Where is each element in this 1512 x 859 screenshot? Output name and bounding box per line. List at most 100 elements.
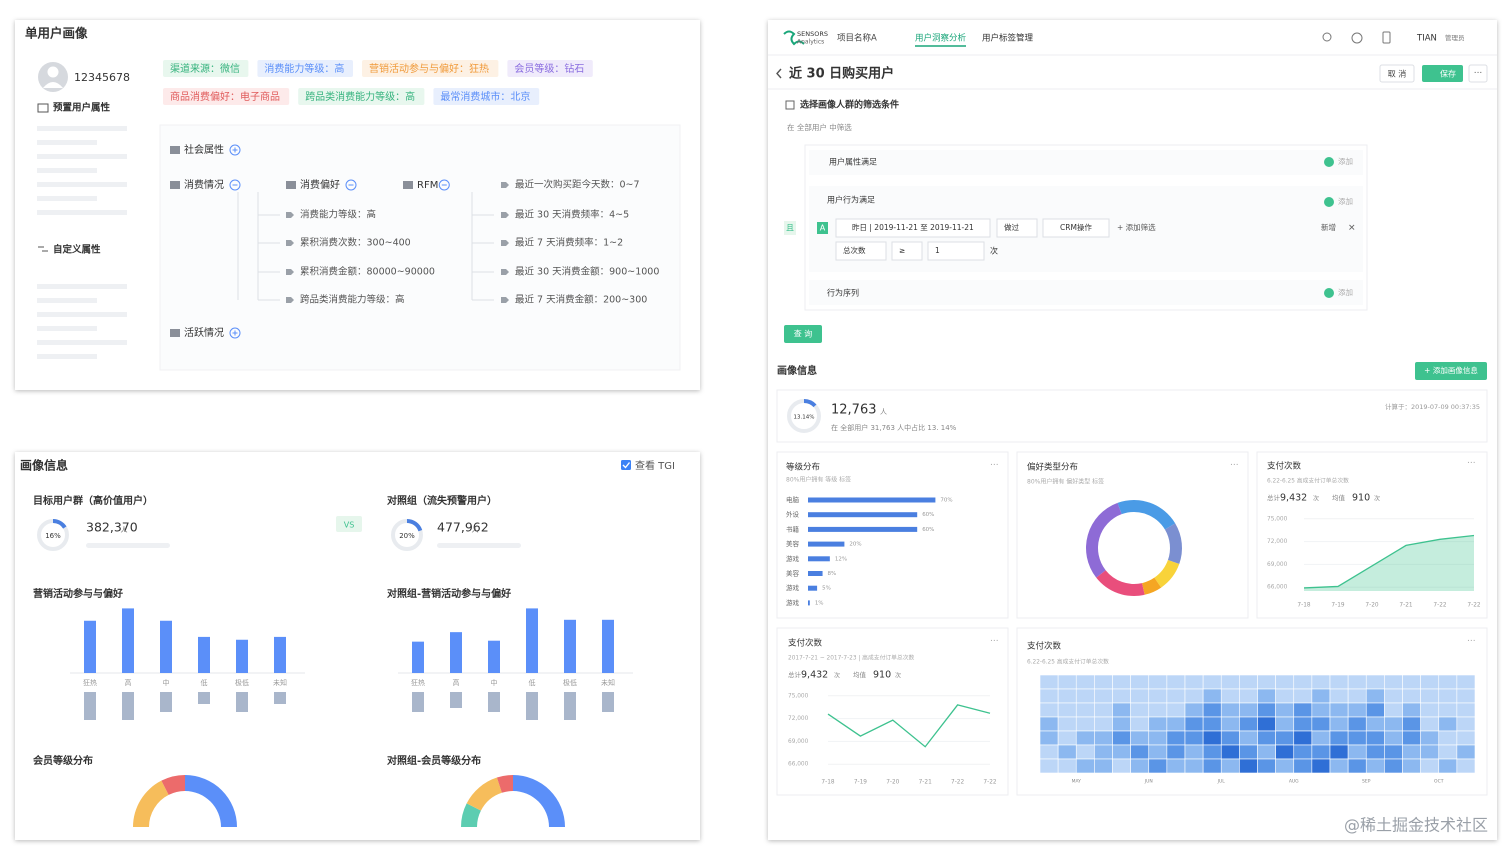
tag-bg xyxy=(257,60,353,77)
toggle-icon[interactable] xyxy=(229,327,241,339)
avatar-head xyxy=(47,66,59,78)
heat-cell xyxy=(1402,688,1421,704)
x-tick-label: JUN xyxy=(1144,779,1153,785)
toggle-icon[interactable] xyxy=(229,144,241,156)
cancel-button[interactable] xyxy=(1379,64,1415,83)
heat-cell xyxy=(1220,744,1240,760)
event-chip[interactable] xyxy=(1042,218,1110,238)
bar xyxy=(526,608,538,673)
tree-node[interactable]: 消费偏好 xyxy=(300,178,340,191)
donut-segment xyxy=(185,775,237,827)
phone-icon[interactable] xyxy=(1382,31,1391,44)
unit: 次 xyxy=(1374,495,1380,503)
heat-cell xyxy=(1112,702,1131,718)
heat-cell xyxy=(1275,688,1295,704)
toggle-icon[interactable] xyxy=(229,179,241,191)
tgi-toggle[interactable]: 查看 TGI xyxy=(635,459,675,472)
close-icon[interactable]: ✕ xyxy=(1348,224,1356,234)
icon xyxy=(37,103,49,113)
bar xyxy=(84,620,96,673)
bar xyxy=(160,620,172,673)
heat-cell xyxy=(1220,758,1240,774)
save-button[interactable] xyxy=(1422,65,1463,82)
tag-bg xyxy=(163,88,290,105)
heat-cell xyxy=(1365,716,1385,732)
y-tick-label: 66,000 xyxy=(788,762,809,768)
help-icon[interactable] xyxy=(1351,32,1363,44)
amount-input[interactable] xyxy=(927,241,985,261)
folder-icon xyxy=(286,181,296,189)
heat-cell xyxy=(1220,730,1240,746)
heat-cell xyxy=(1094,688,1113,704)
stat-label: 均值 xyxy=(853,670,867,679)
project-select[interactable]: 项目名称A xyxy=(837,33,877,44)
nav-tab[interactable]: 用户洞察分析 xyxy=(915,33,967,44)
heat-cell xyxy=(1456,716,1476,732)
bar xyxy=(274,636,286,673)
tag: 渠道来源：微信 xyxy=(170,62,240,75)
heat-cell xyxy=(1039,730,1059,746)
tree-leaf: 累积消费次数：300~400 xyxy=(300,237,411,249)
bar xyxy=(236,692,248,712)
did-chip[interactable] xyxy=(996,218,1038,238)
heat-cell xyxy=(1438,674,1458,690)
line xyxy=(827,704,991,748)
donut-segment xyxy=(161,775,185,795)
add-link[interactable]: 添加 xyxy=(1338,196,1353,206)
checkbox[interactable] xyxy=(621,460,631,470)
panel-title: 画像信息 xyxy=(20,458,68,473)
x-tick-label: 极低 xyxy=(563,678,577,687)
heat-cell xyxy=(1275,730,1295,746)
heat-cell xyxy=(1039,716,1059,732)
heat-cell xyxy=(1075,744,1095,760)
computed-time: 计算于：2019-07-09 00:37:35 xyxy=(1385,402,1480,411)
tree-node[interactable]: 消费情况 xyxy=(184,178,224,191)
heat-cell xyxy=(1456,758,1476,774)
add-link[interactable]: 添加 xyxy=(1338,156,1353,166)
tree-node[interactable]: 社会属性 xyxy=(184,143,224,156)
x-tick-label: 7-22 xyxy=(1467,603,1480,609)
y-tick-label: 外设 xyxy=(786,510,800,519)
heat-cell xyxy=(1347,730,1367,746)
metric-chip[interactable] xyxy=(835,241,887,261)
date-chip[interactable] xyxy=(835,218,991,238)
heat-cell xyxy=(1202,702,1222,718)
add-info-button[interactable] xyxy=(1415,362,1487,380)
heat-cell xyxy=(1075,674,1095,690)
heat-cell xyxy=(1239,744,1258,760)
toggle-icon[interactable] xyxy=(438,179,450,191)
section-label: 预置用户属性 xyxy=(53,102,111,114)
svg-text:···: ··· xyxy=(1230,461,1239,471)
tree-node[interactable]: 活跃情况 xyxy=(184,326,224,339)
heat-cell xyxy=(1293,744,1313,760)
heat-cell xyxy=(1130,674,1150,690)
stat-value: 9,432 xyxy=(1280,493,1307,504)
folder-icon xyxy=(170,181,180,189)
donut-segment xyxy=(466,777,502,811)
tag: 营销活动参与与偏好：狂热 xyxy=(369,62,489,75)
heat-cell xyxy=(1184,744,1204,760)
add-filter[interactable]: + 添加筛选 xyxy=(1117,222,1156,232)
more-button[interactable] xyxy=(1468,64,1488,83)
heat-cell xyxy=(1202,758,1222,774)
tree-node[interactable]: RFM xyxy=(417,180,438,191)
op-chip[interactable] xyxy=(891,241,923,261)
nav-tab[interactable]: 用户标签管理 xyxy=(982,33,1034,44)
more-dots: ··· xyxy=(1474,69,1483,79)
new-link[interactable]: 新增 xyxy=(1321,222,1336,232)
tag-bg xyxy=(507,60,593,77)
toggle-icon[interactable] xyxy=(345,179,357,191)
ring-arc xyxy=(803,399,817,408)
x-tick-label: 低 xyxy=(529,678,536,687)
ring-label: 20% xyxy=(399,532,415,540)
search-icon[interactable] xyxy=(1322,32,1332,42)
summary-note: 在 全部用户 31,763 人中占比 13. 14% xyxy=(831,423,957,432)
back-icon[interactable] xyxy=(776,68,782,79)
avatar-body xyxy=(43,82,63,88)
filter-row xyxy=(809,150,1363,175)
user-role: 管理员 xyxy=(1445,33,1465,42)
query-button[interactable] xyxy=(784,325,822,343)
add-link[interactable]: 添加 xyxy=(1338,287,1353,297)
panel-title: 单用户画像 xyxy=(25,26,88,41)
and-label: 且 xyxy=(786,224,794,233)
